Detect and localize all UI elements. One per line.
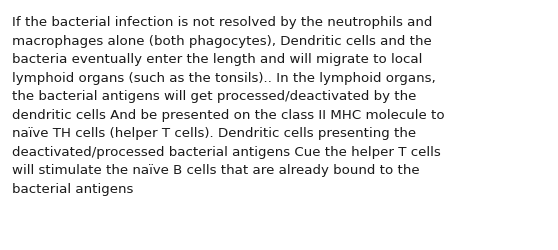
Text: If the bacterial infection is not resolved by the neutrophils and
macrophages al: If the bacterial infection is not resolv… (12, 16, 445, 195)
